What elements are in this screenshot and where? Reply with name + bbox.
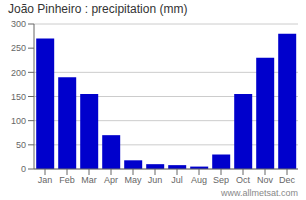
svg-text:Jun: Jun bbox=[148, 175, 163, 185]
svg-text:May: May bbox=[124, 175, 142, 185]
svg-text:Jul: Jul bbox=[171, 175, 183, 185]
svg-text:Jan: Jan bbox=[38, 175, 53, 185]
html-text:João Pinheiro : precipitation: João Pinheiro : precipitation (mm) bbox=[8, 2, 188, 16]
svg-text:150: 150 bbox=[11, 92, 26, 102]
svg-text:100: 100 bbox=[11, 116, 26, 126]
svg-text:300: 300 bbox=[11, 19, 26, 29]
svg-text:Feb: Feb bbox=[59, 175, 75, 185]
svg-text:Mar: Mar bbox=[81, 175, 97, 185]
svg-text:Sep: Sep bbox=[213, 175, 229, 185]
svg-text:50: 50 bbox=[16, 140, 26, 150]
svg-text:Aug: Aug bbox=[191, 175, 207, 185]
svg-text:Apr: Apr bbox=[104, 175, 118, 185]
html-text:www.allmetsat.com: www.allmetsat.com bbox=[221, 188, 298, 198]
svg-text:Oct: Oct bbox=[236, 175, 251, 185]
svg-text:250: 250 bbox=[11, 43, 26, 53]
svg-text:200: 200 bbox=[11, 68, 26, 78]
svg-text:Dec: Dec bbox=[279, 175, 296, 185]
svg-text:0: 0 bbox=[21, 164, 26, 174]
svg-text:Nov: Nov bbox=[257, 175, 274, 185]
